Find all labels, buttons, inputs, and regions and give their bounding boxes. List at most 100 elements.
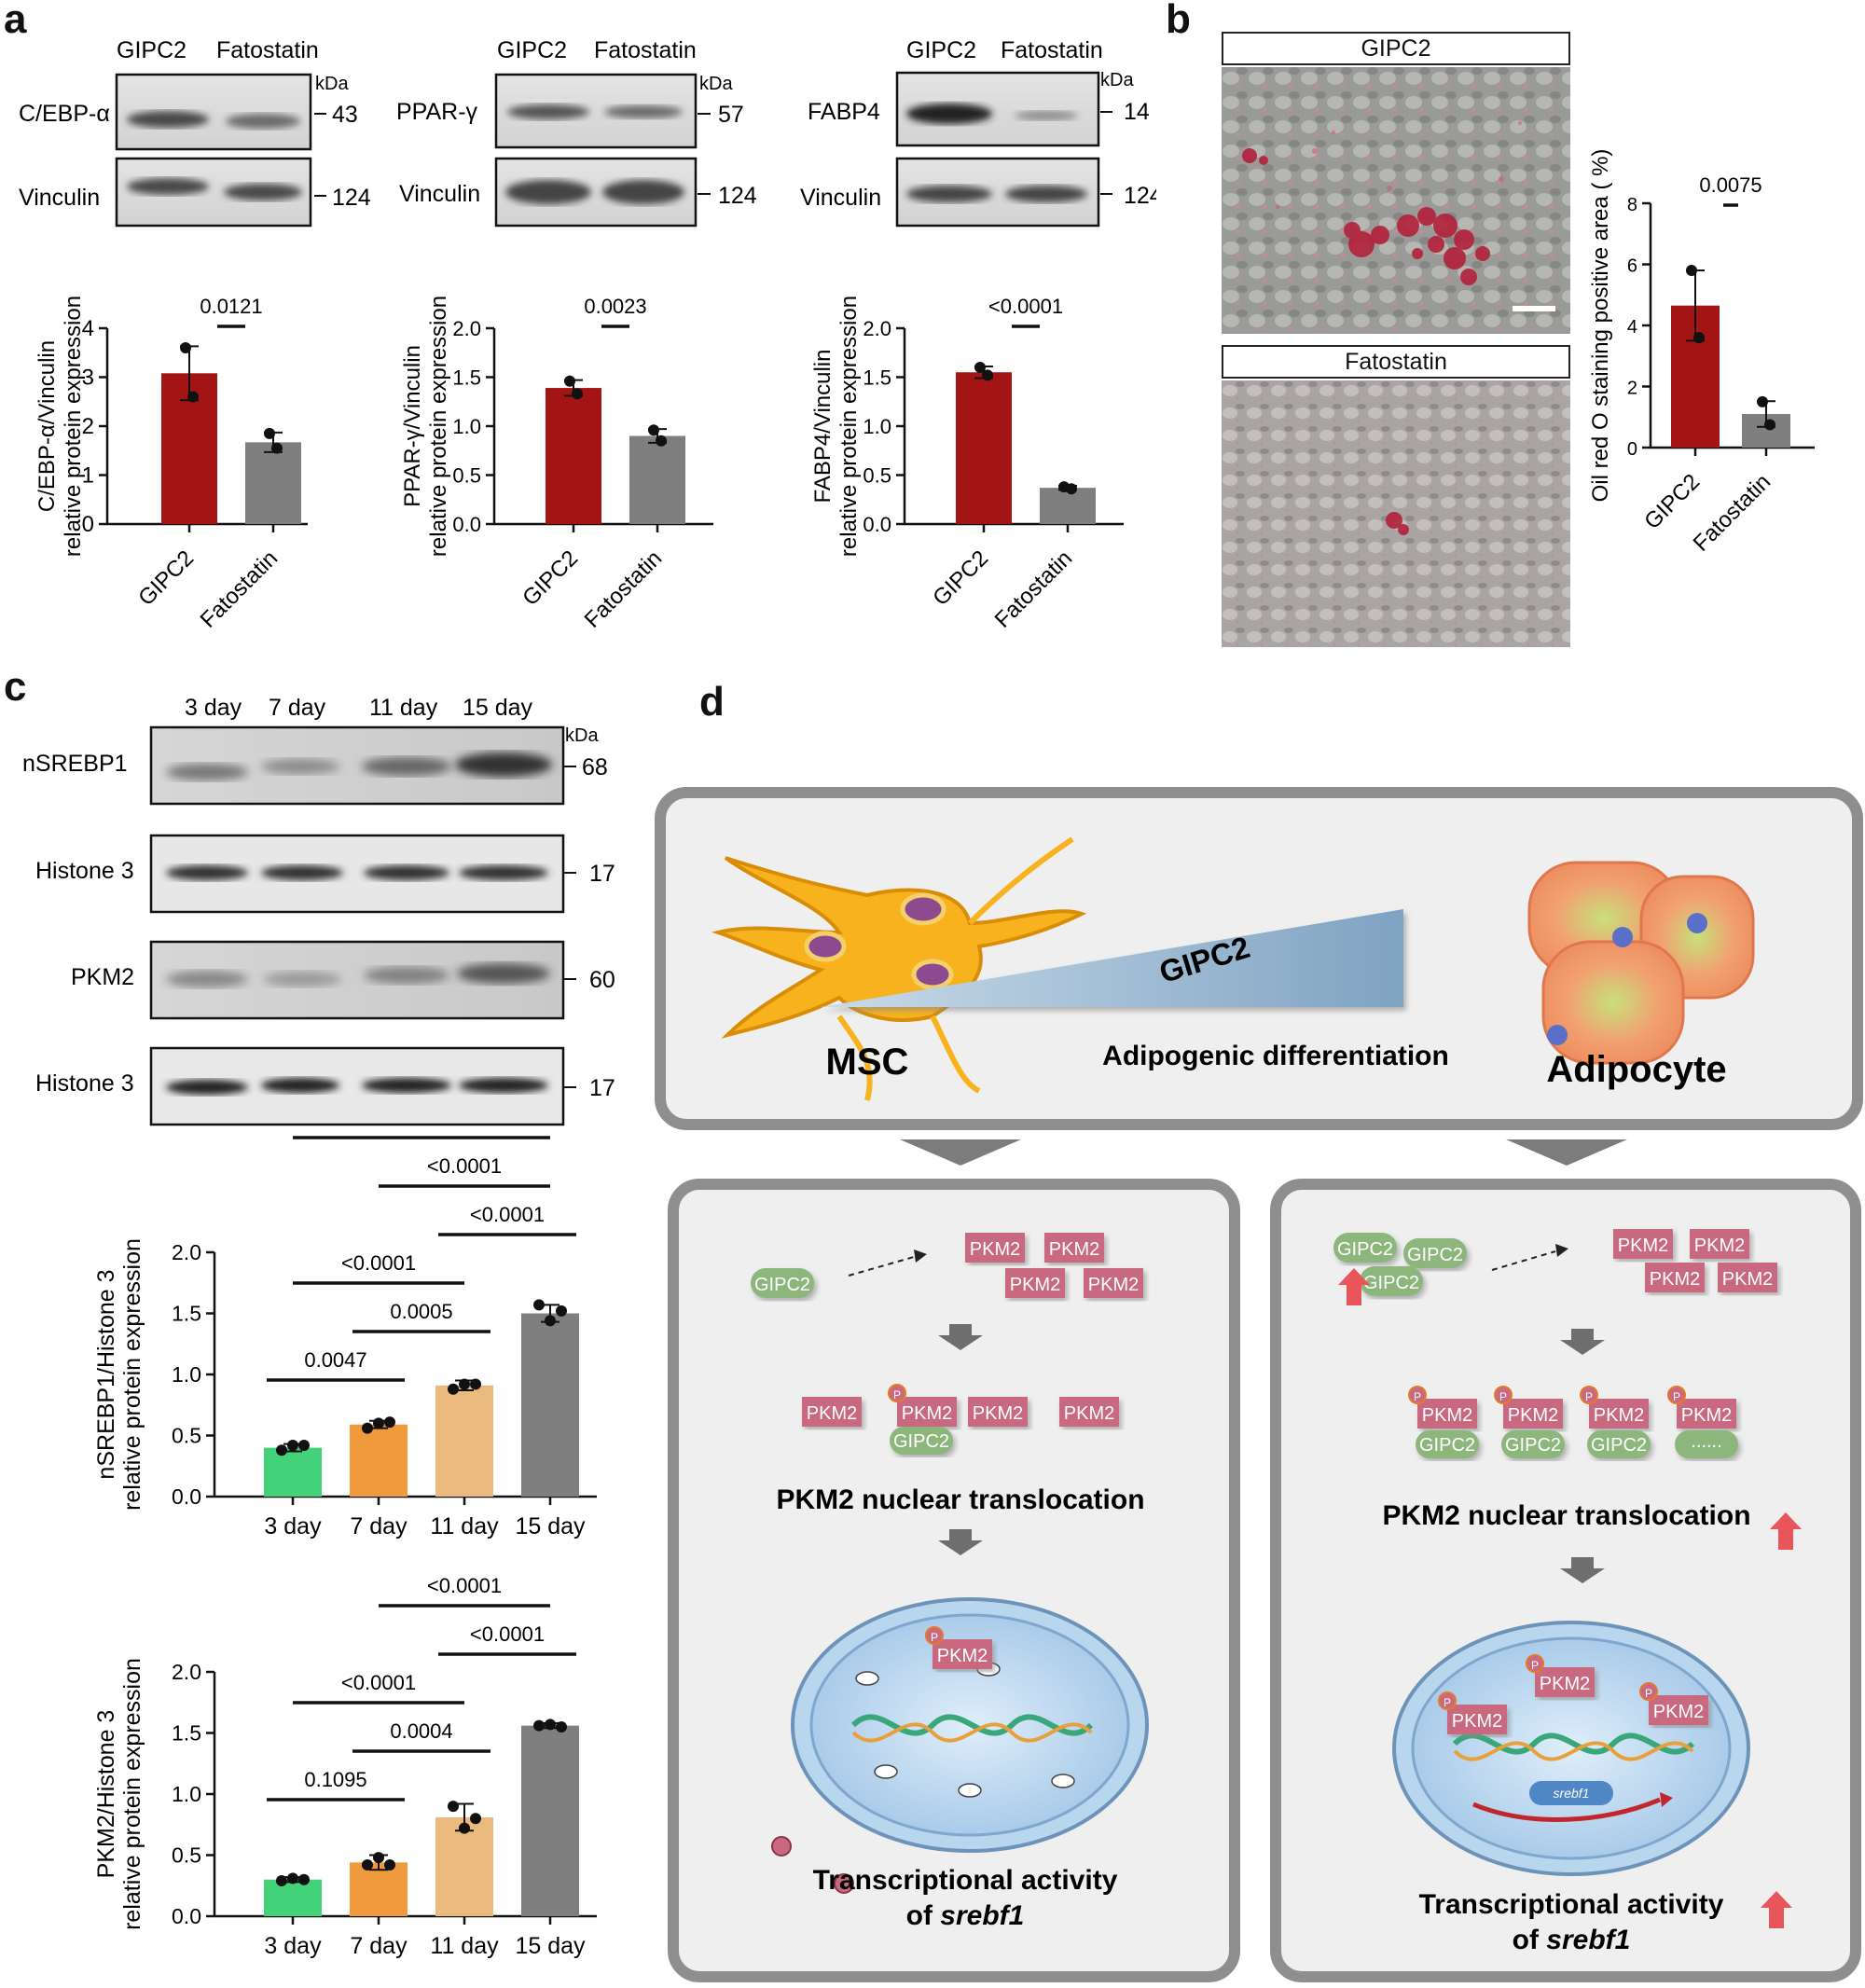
svg-text:GIPC2: GIPC2 bbox=[1407, 1245, 1463, 1265]
svg-text:......: ...... bbox=[1691, 1431, 1721, 1452]
svg-text:P: P bbox=[1673, 1390, 1680, 1403]
data-point bbox=[572, 388, 583, 400]
svg-text:P: P bbox=[1499, 1390, 1507, 1403]
blot1-band bbox=[127, 111, 209, 128]
svg-text:PKM2: PKM2 bbox=[1010, 1275, 1060, 1295]
svg-text:GIPC2: GIPC2 bbox=[893, 1431, 949, 1452]
svg-text:P: P bbox=[1444, 1696, 1451, 1709]
p-value-label: <0.0001 bbox=[427, 1154, 502, 1178]
blot3-lane-gipc2: GIPC2 bbox=[906, 37, 976, 63]
chart-nsrebp1: 0.0 0.5 1.0 1.5 2.0 nSREBP1/Histone 3 relative… bbox=[93, 1128, 597, 1539]
blotC3-kda: 60 bbox=[589, 967, 615, 993]
right-gipc2-group: GIPC2 GIPC2 GIPC2 bbox=[1333, 1233, 1467, 1296]
data-point bbox=[1764, 419, 1775, 431]
blot2-lane-fatostatin: Fatostatin bbox=[594, 37, 697, 63]
p-value-label: 0.0004 bbox=[390, 1719, 452, 1743]
bar bbox=[264, 1879, 322, 1916]
laneC-3day: 3 day bbox=[185, 695, 242, 721]
right-pkm2-group: PKM2 PKM2 PKM2 PKM2 bbox=[1613, 1229, 1777, 1292]
data-point bbox=[264, 427, 275, 439]
image-title-fatostatin: Fatostatin bbox=[1222, 345, 1570, 379]
svg-text:PKM2: PKM2 bbox=[1540, 1674, 1590, 1694]
x-category-label: GIPC2 bbox=[133, 545, 199, 611]
svg-text:PKM2: PKM2 bbox=[1422, 1405, 1472, 1426]
srebf1-gene-label: srebf1 bbox=[1554, 1786, 1590, 1801]
blot1-target-kda: 43 bbox=[332, 102, 358, 128]
y-axis-label: C/EBP-α/Vinculin bbox=[35, 340, 60, 512]
y-axis-label: relative protein expression bbox=[119, 1238, 145, 1511]
data-point bbox=[459, 1822, 470, 1834]
blot3-loading-kda: 124 bbox=[1124, 183, 1156, 209]
data-point bbox=[459, 1378, 470, 1390]
data-point bbox=[187, 391, 199, 403]
x-category-label: Fatostatin bbox=[196, 545, 283, 633]
x-category-label: 15 day bbox=[515, 1513, 586, 1539]
y-tick-label: 1.0 bbox=[172, 1782, 201, 1806]
p-value-label: 0.0005 bbox=[390, 1300, 452, 1323]
msc-cells bbox=[711, 836, 1087, 1101]
data-point bbox=[564, 375, 575, 387]
image-title-gipc2: GIPC2 bbox=[1222, 32, 1570, 65]
data-point bbox=[287, 1439, 298, 1451]
blotC3-label: PKM2 bbox=[71, 964, 134, 990]
panel-label-b: b bbox=[1166, 0, 1191, 42]
bar bbox=[435, 1385, 493, 1497]
bar bbox=[245, 442, 301, 524]
data-point bbox=[271, 442, 283, 454]
blot1-band bbox=[127, 178, 209, 195]
panel-label-d: d bbox=[699, 679, 725, 725]
y-tick-label: 0.0 bbox=[172, 1904, 201, 1928]
blot1-band bbox=[224, 184, 302, 200]
data-point bbox=[1066, 483, 1077, 495]
y-tick-label: 2.0 bbox=[172, 1240, 201, 1264]
data-point bbox=[287, 1872, 298, 1884]
p-value-label: <0.0001 bbox=[427, 1574, 502, 1597]
y-tick-label: 8 bbox=[1627, 195, 1637, 215]
blot1-target-membrane bbox=[115, 73, 312, 151]
bar bbox=[546, 388, 601, 524]
svg-text:P: P bbox=[1645, 1687, 1652, 1700]
y-tick-label: 0.5 bbox=[863, 464, 891, 488]
blot3-lane-fatostatin: Fatostatin bbox=[1001, 37, 1103, 63]
y-axis-label: relative protein expression bbox=[426, 296, 451, 557]
msc-label: MSC bbox=[826, 1042, 909, 1083]
y-tick-label: 6 bbox=[1627, 256, 1637, 277]
y-tick-label: 0 bbox=[1627, 439, 1637, 460]
svg-text:PKM2: PKM2 bbox=[970, 1239, 1020, 1260]
panel-c-blots: 3 day 7 day 11 day 15 day kDa nSREBP1 68… bbox=[22, 695, 615, 1126]
bar bbox=[350, 1862, 408, 1916]
chart-pkm2: 0.0 0.5 1.0 1.5 2.0 PKM2/Histone 3 relative pr… bbox=[93, 1574, 597, 1959]
p-value-label: <0.0001 bbox=[470, 1203, 545, 1226]
blot1-lane-gipc2: GIPC2 bbox=[117, 37, 186, 63]
bar bbox=[521, 1313, 579, 1497]
svg-text:PKM2: PKM2 bbox=[1088, 1275, 1139, 1295]
x-category-label: GIPC2 bbox=[928, 545, 993, 611]
x-category-label: 11 day bbox=[430, 1513, 499, 1539]
y-tick-label: 2.0 bbox=[863, 317, 891, 340]
data-point bbox=[448, 1383, 459, 1395]
blotC4-label: Histone 3 bbox=[35, 1070, 134, 1097]
bar bbox=[956, 372, 1012, 524]
svg-text:GIPC2: GIPC2 bbox=[1505, 1435, 1561, 1456]
svg-text:PKM2: PKM2 bbox=[1722, 1269, 1773, 1290]
y-axis-label: relative protein expression bbox=[836, 296, 862, 557]
right-nucleus: srebf1 PKM2 P PKM2 P PKM2 P bbox=[1392, 1621, 1750, 1876]
x-category-label: Fatostatin bbox=[1689, 469, 1776, 557]
y-axis-label: FABP4/Vinculin bbox=[810, 350, 836, 504]
p-value-label: <0.0001 bbox=[384, 1128, 459, 1129]
y-tick-label: 2 bbox=[82, 414, 94, 439]
data-point bbox=[373, 1417, 384, 1429]
right-complex-group: PKM2 P GIPC2 PKM2 P GIPC2 PKM2 P GIPC2 P… bbox=[1408, 1386, 1738, 1458]
svg-text:GIPC2: GIPC2 bbox=[1337, 1239, 1393, 1260]
chart-oil-red-o: 0 2 4 6 8 Oil red O staining positive area ( … bbox=[1588, 149, 1815, 557]
panel-a-blots: GIPC2 Fatostatin C/EBP-α Vinculin kDa 43… bbox=[19, 37, 1156, 228]
blot3-kda-unit: kDa bbox=[1100, 70, 1134, 90]
data-point bbox=[373, 1852, 384, 1864]
y-tick-label: 2 bbox=[1627, 379, 1637, 399]
blot1-band bbox=[226, 114, 300, 129]
svg-text:PKM2: PKM2 bbox=[1694, 1236, 1745, 1256]
left-transcription-line2: of srebf1 bbox=[906, 1900, 1025, 1931]
blotC-kda-unit: kDa bbox=[565, 725, 599, 746]
x-category-label: GIPC2 bbox=[1639, 469, 1705, 534]
panel-label-c: c bbox=[4, 664, 27, 710]
